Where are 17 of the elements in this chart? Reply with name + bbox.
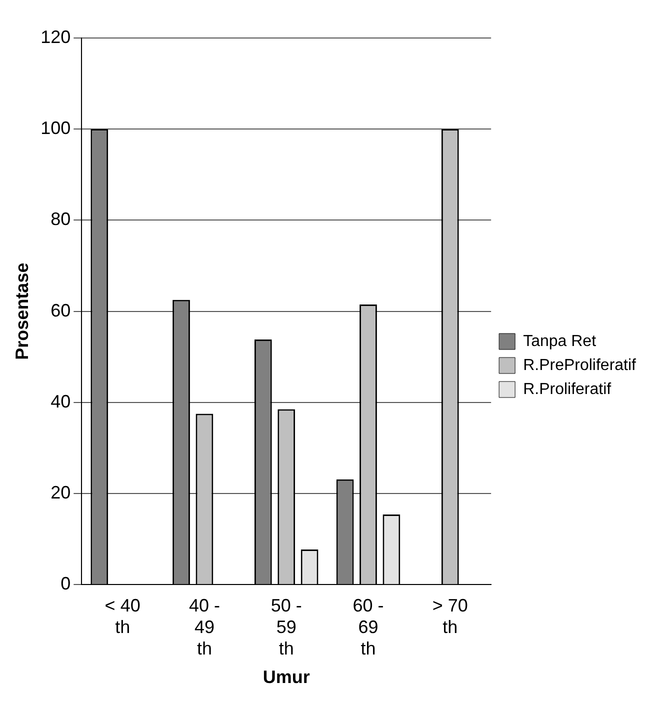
legend-label: R.PreProliferatif [523, 356, 637, 374]
y-axis-title: Prosentase [12, 262, 32, 360]
x-tick-label: 40 - 49 th [188, 595, 220, 659]
x-tick-label: > 70 th [432, 595, 468, 637]
y-tick-label: 80 [50, 209, 71, 230]
x-tick-label: < 40 th [104, 595, 140, 637]
y-tick-label: 60 [50, 300, 71, 320]
x-tick-label: 50 - 59 th [270, 595, 302, 659]
y-tick-label: 100 [40, 118, 71, 138]
legend-label: R.Proliferatif [523, 380, 612, 398]
y-tick-label: 120 [40, 26, 71, 47]
y-tick-label: 20 [50, 482, 71, 502]
legend-label: Tanpa Ret [523, 332, 597, 350]
x-tick-label: 60 - 69 th [352, 595, 384, 659]
x-axis-title: Umur [262, 667, 310, 688]
y-tick-label: 0 [60, 574, 71, 594]
y-tick-label: 40 [50, 391, 71, 412]
